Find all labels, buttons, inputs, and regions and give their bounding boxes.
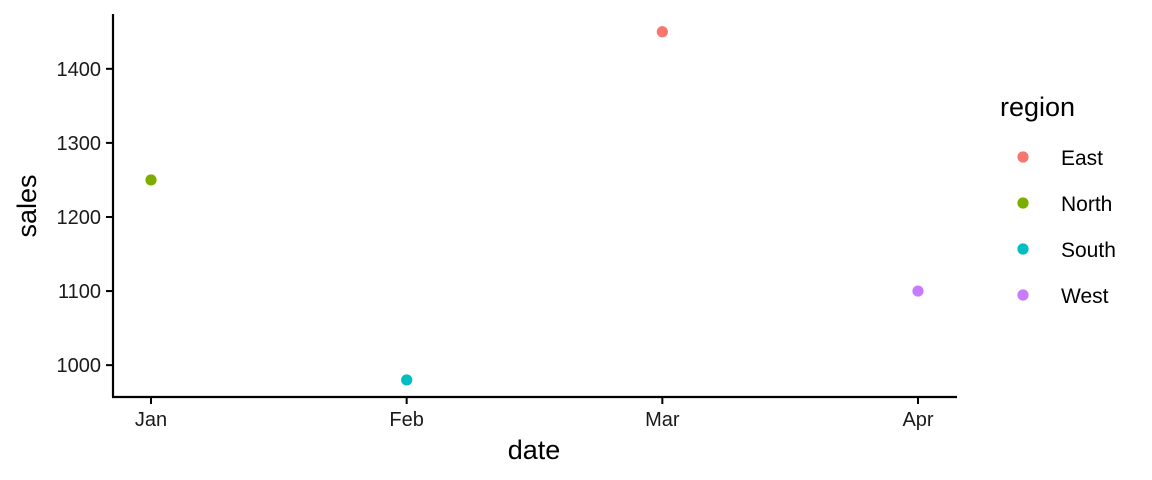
x-axis-title: date [508, 435, 561, 465]
legend-title: region [1000, 92, 1075, 122]
legend-key-east [1017, 151, 1029, 163]
x-tick-label: Mar [645, 409, 680, 431]
data-point-east [656, 26, 668, 38]
x-tick-label: Apr [902, 409, 933, 431]
plot-area [145, 26, 924, 386]
y-axis-title: sales [12, 174, 42, 237]
x-tick-label: Feb [389, 409, 423, 431]
legend-key-south [1017, 243, 1029, 255]
x-tick-label: Jan [135, 409, 167, 431]
legend-label-north: North [1061, 193, 1112, 216]
legend-label-west: West [1061, 285, 1109, 308]
y-axis-ticks: 1000 1100 1200 1300 1400 [57, 59, 113, 377]
legend-key-north [1017, 197, 1029, 209]
legend-label-south: South [1061, 239, 1116, 262]
y-tick-label: 1200 [57, 207, 102, 229]
x-axis-ticks: Jan Feb Mar Apr [135, 397, 934, 431]
y-tick-label: 1100 [58, 281, 101, 303]
data-point-south [401, 374, 413, 386]
data-point-west [912, 285, 924, 297]
y-tick-label: 1400 [57, 59, 102, 81]
y-tick-label: 1000 [57, 355, 102, 377]
legend-label-east: East [1061, 147, 1103, 170]
data-point-north [145, 174, 157, 186]
legend: region East North South West [1000, 92, 1116, 308]
legend-key-west [1017, 289, 1029, 301]
y-tick-label: 1300 [57, 133, 102, 155]
